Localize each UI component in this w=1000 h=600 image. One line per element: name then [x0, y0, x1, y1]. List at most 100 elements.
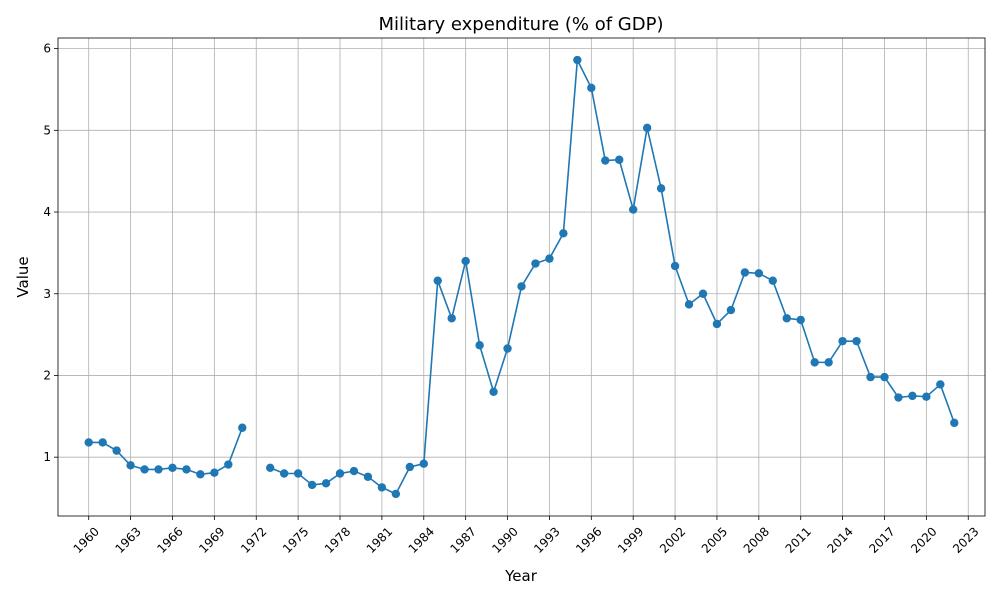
- x-tick-label: 1960: [71, 524, 102, 555]
- data-point: [98, 438, 107, 447]
- data-point: [224, 460, 233, 469]
- y-tick-label: 4: [43, 205, 51, 219]
- x-tick-label: 1966: [154, 524, 185, 555]
- data-point: [447, 314, 456, 323]
- data-point: [419, 459, 428, 468]
- x-tick-label: 1987: [447, 524, 478, 555]
- data-point: [852, 336, 861, 346]
- data-point: [335, 469, 345, 478]
- data-point: [433, 276, 442, 285]
- data-point: [531, 259, 540, 268]
- data-point: [656, 184, 666, 193]
- data-point: [210, 468, 219, 477]
- x-tick-label: 2002: [657, 524, 688, 555]
- x-tick-label: 2017: [866, 524, 897, 555]
- x-axis-label: Year: [504, 567, 538, 585]
- series-layer: [84, 55, 959, 499]
- data-point: [740, 268, 750, 277]
- data-point: [377, 483, 387, 492]
- data-point: [140, 465, 149, 474]
- data-point: [573, 55, 582, 65]
- data-point: [726, 305, 736, 315]
- y-axis-ticks: 1 2 3 4 5 6: [43, 42, 58, 464]
- y-tick-label: 3: [43, 287, 51, 301]
- gridlines: [58, 38, 985, 516]
- data-point: [475, 341, 484, 350]
- data-point: [307, 480, 317, 490]
- data-point: [615, 155, 624, 164]
- x-tick-label: 1975: [280, 524, 311, 555]
- data-point: [182, 465, 191, 474]
- data-point: [698, 289, 708, 298]
- data-point: [628, 205, 638, 214]
- data-point: [266, 463, 275, 472]
- data-point: [796, 315, 805, 325]
- x-tick-label: 1990: [489, 524, 520, 555]
- data-point: [754, 269, 764, 278]
- data-point: [168, 463, 177, 472]
- data-point: [517, 282, 526, 291]
- y-tick-label: 5: [43, 123, 51, 137]
- data-point: [922, 392, 931, 401]
- x-tick-label: 2008: [741, 524, 772, 555]
- data-point: [936, 380, 945, 389]
- data-point: [908, 391, 917, 401]
- x-tick-label: 1969: [196, 524, 227, 555]
- chart-title: Military expenditure (% of GDP): [378, 14, 663, 35]
- x-tick-label: 2014: [824, 524, 855, 555]
- data-point: [238, 423, 247, 432]
- data-point: [461, 256, 470, 266]
- data-point: [196, 470, 205, 479]
- data-point: [279, 469, 289, 478]
- data-point: [838, 336, 847, 346]
- data-point: [642, 123, 652, 133]
- x-tick-label: 1972: [238, 524, 269, 555]
- x-tick-label: 1999: [615, 524, 646, 555]
- data-point: [587, 83, 596, 93]
- data-point: [391, 489, 401, 499]
- x-tick-label: 1963: [112, 524, 143, 555]
- data-point: [405, 462, 415, 472]
- data-point: [489, 387, 498, 397]
- y-axis-label: Value: [14, 256, 32, 297]
- y-tick-label: 6: [43, 42, 51, 56]
- data-point: [349, 466, 359, 476]
- plot-frame: [57, 37, 986, 517]
- x-tick-label: 1981: [364, 524, 395, 555]
- x-tick-label: 1978: [322, 524, 353, 555]
- x-tick-label: 2011: [783, 524, 814, 555]
- x-tick-label: 2020: [908, 524, 939, 555]
- series-line: [88, 427, 244, 476]
- data-point: [866, 372, 875, 382]
- y-tick-label: 2: [43, 368, 51, 382]
- y-tick-label: 1: [43, 450, 51, 464]
- x-tick-label: 1996: [573, 524, 604, 555]
- data-point: [824, 358, 833, 367]
- data-point: [684, 300, 694, 309]
- series-line: [269, 57, 956, 495]
- data-point: [950, 418, 959, 428]
- data-point: [363, 472, 373, 481]
- data-point: [782, 314, 791, 323]
- x-tick-label: 2023: [950, 524, 981, 555]
- data-point: [712, 319, 722, 329]
- x-tick-label: 1984: [406, 524, 437, 555]
- data-point: [545, 254, 554, 263]
- data-point: [112, 446, 121, 455]
- data-point: [880, 372, 889, 382]
- data-point: [768, 276, 777, 285]
- data-point: [84, 438, 93, 447]
- data-point: [810, 358, 819, 367]
- data-point: [670, 261, 680, 271]
- data-point: [503, 344, 512, 353]
- data-point: [293, 469, 303, 478]
- data-point: [601, 156, 610, 165]
- x-tick-label: 1993: [531, 524, 562, 555]
- x-tick-label: 2005: [699, 524, 730, 555]
- data-point: [126, 461, 135, 470]
- data-point: [321, 479, 331, 488]
- x-axis-ticks: 1960 1963 1966 1969 1972 1975 1978 1981 1984 1987…: [71, 516, 982, 556]
- data-point: [894, 393, 903, 402]
- data-point: [154, 465, 163, 474]
